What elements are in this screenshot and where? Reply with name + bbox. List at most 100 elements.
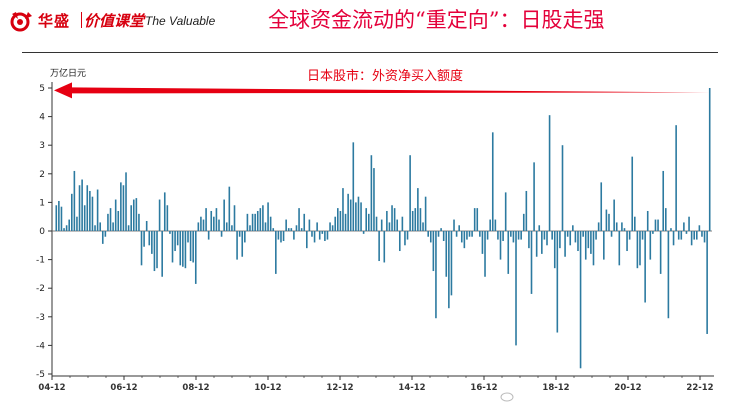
bar (207, 231, 210, 240)
bar (365, 208, 368, 231)
bar (321, 231, 324, 234)
bar (318, 231, 321, 240)
x-tick-label: 16-12 (470, 383, 497, 393)
bar (213, 216, 215, 231)
bar (466, 231, 468, 240)
page-title: 全球资金流动的“重定向”：日股走强 (268, 8, 605, 32)
bar (590, 231, 592, 254)
bar (125, 172, 127, 231)
bar (476, 208, 479, 231)
bar (432, 231, 435, 272)
bar (174, 231, 176, 252)
bar (277, 231, 280, 240)
bar (388, 222, 391, 231)
bar (107, 213, 109, 231)
bar (497, 231, 499, 240)
bar (628, 231, 631, 240)
bar (450, 231, 453, 296)
bar (189, 231, 192, 262)
bar (316, 222, 318, 231)
bar (231, 225, 233, 231)
bar (202, 219, 205, 231)
bar (176, 231, 179, 246)
bar (293, 231, 295, 240)
bar (58, 200, 60, 231)
bar (551, 231, 553, 240)
bar (272, 228, 275, 231)
bar (610, 231, 613, 237)
bar (295, 225, 298, 231)
bar (471, 231, 473, 237)
bar (73, 170, 76, 231)
bar (453, 219, 455, 231)
annotation-label: 日本股市：外资净买入额度 (307, 68, 463, 84)
bar (140, 231, 143, 266)
bar (564, 231, 566, 257)
bar (280, 231, 282, 243)
bar (163, 192, 166, 231)
bar (386, 210, 388, 231)
brand-english: The Valuable (145, 14, 216, 28)
bar (132, 199, 135, 231)
bar (683, 222, 685, 231)
bar (117, 210, 120, 231)
bar (507, 231, 510, 274)
bar (179, 231, 182, 266)
bar (238, 231, 241, 237)
huasheng-logo-icon (10, 12, 32, 32)
bar (218, 219, 220, 231)
bar (311, 231, 313, 237)
y-tick-label: 3 (39, 141, 45, 151)
bar (290, 228, 293, 231)
bar (83, 205, 86, 231)
bar (556, 231, 559, 333)
bar (489, 219, 491, 231)
bar (169, 231, 171, 234)
x-tick-label: 14-12 (398, 383, 425, 393)
bar (127, 225, 130, 231)
bar (187, 231, 189, 243)
y-tick-label: 0 (39, 227, 45, 237)
bar (197, 222, 200, 231)
bar (241, 231, 244, 257)
bar (517, 231, 520, 240)
x-tick-label: 22-12 (686, 383, 713, 393)
bar (685, 231, 688, 234)
bar (398, 231, 401, 252)
bar (494, 219, 497, 231)
bar (264, 222, 267, 231)
bar (525, 190, 528, 231)
bar (256, 210, 259, 231)
bar (646, 210, 649, 231)
y-tick-label: 5 (39, 84, 45, 94)
y-tick-label: 4 (39, 113, 45, 123)
bar (546, 231, 548, 246)
bar (342, 188, 344, 231)
bar (357, 196, 360, 231)
bar (184, 231, 187, 269)
bar (391, 205, 393, 231)
bar (251, 213, 254, 231)
bar (233, 205, 236, 231)
bar (86, 185, 89, 231)
bar (463, 231, 466, 249)
bar (166, 205, 169, 231)
bar (306, 231, 308, 249)
bar (60, 206, 63, 231)
bar (491, 132, 494, 231)
bar (246, 213, 249, 231)
bar (427, 231, 429, 237)
bar (151, 231, 153, 254)
bar (690, 231, 693, 246)
bar (205, 208, 207, 231)
bar (468, 231, 471, 237)
y-tick-label: -4 (36, 341, 45, 351)
x-tick-label: 10-12 (254, 383, 281, 393)
bar (249, 225, 251, 231)
foreign-net-buying-chart: 万亿日元 5 4 3 2 1 0 -1 -2 -3 -4 -5 04-12 06-12 08-12 10-12… (36, 67, 714, 393)
bar (541, 231, 543, 254)
bar (603, 231, 605, 260)
bar (634, 216, 636, 231)
bar (104, 231, 107, 237)
bar (362, 231, 365, 234)
